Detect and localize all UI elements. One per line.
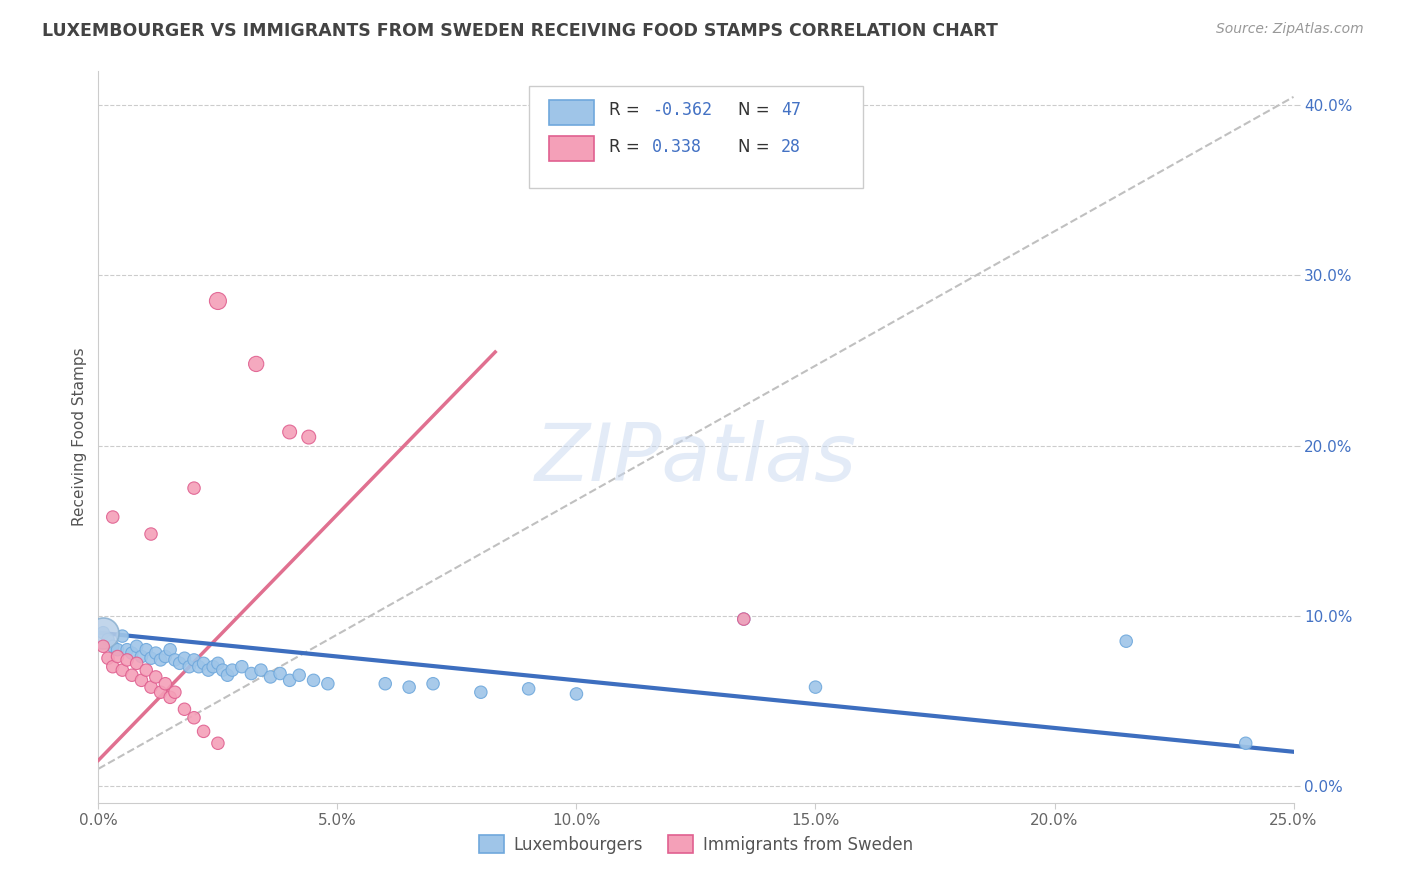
Point: [269, 666, 291, 681]
Point: [183, 481, 205, 495]
Point: [111, 629, 134, 643]
Point: [733, 612, 755, 626]
Point: [115, 653, 138, 667]
Point: [101, 659, 124, 673]
Point: [1115, 634, 1137, 648]
Point: [202, 659, 225, 673]
Point: [278, 673, 301, 688]
FancyBboxPatch shape: [529, 86, 863, 188]
FancyBboxPatch shape: [548, 136, 595, 161]
Point: [155, 677, 177, 691]
Point: [149, 653, 172, 667]
Point: [259, 670, 281, 684]
Point: [298, 430, 321, 444]
Point: [91, 625, 114, 640]
Text: 0.338: 0.338: [652, 137, 702, 156]
Point: [231, 659, 253, 673]
Point: [115, 642, 138, 657]
Point: [173, 651, 195, 665]
Point: [145, 670, 167, 684]
Point: [121, 646, 143, 660]
Point: [169, 657, 191, 671]
Point: [159, 690, 181, 705]
Text: 47: 47: [780, 101, 801, 120]
Point: [145, 646, 167, 660]
Point: [139, 651, 162, 665]
Text: N =: N =: [738, 137, 775, 156]
Point: [155, 649, 177, 664]
Point: [159, 642, 181, 657]
Point: [121, 668, 143, 682]
Legend: Luxembourgers, Immigrants from Sweden: Luxembourgers, Immigrants from Sweden: [472, 829, 920, 860]
Point: [316, 677, 339, 691]
Point: [163, 653, 186, 667]
Text: Source: ZipAtlas.com: Source: ZipAtlas.com: [1216, 22, 1364, 37]
Point: [221, 663, 243, 677]
Point: [187, 659, 209, 673]
Text: LUXEMBOURGER VS IMMIGRANTS FROM SWEDEN RECEIVING FOOD STAMPS CORRELATION CHART: LUXEMBOURGER VS IMMIGRANTS FROM SWEDEN R…: [42, 22, 998, 40]
Point: [91, 625, 114, 640]
Point: [125, 640, 148, 654]
Point: [302, 673, 325, 688]
Point: [245, 357, 267, 371]
Text: R =: R =: [609, 137, 650, 156]
Point: [173, 702, 195, 716]
Point: [139, 680, 162, 694]
Text: -0.362: -0.362: [652, 101, 711, 120]
Point: [111, 663, 134, 677]
Point: [207, 293, 229, 308]
Text: 28: 28: [780, 137, 801, 156]
Point: [565, 687, 588, 701]
Point: [107, 642, 129, 657]
Point: [179, 659, 201, 673]
Point: [250, 663, 273, 677]
Point: [91, 640, 114, 654]
Point: [211, 663, 233, 677]
Point: [517, 681, 540, 696]
Point: [197, 663, 219, 677]
Point: [207, 736, 229, 750]
Text: ZIPatlas: ZIPatlas: [534, 420, 858, 498]
Point: [193, 657, 215, 671]
Text: R =: R =: [609, 101, 645, 120]
Point: [135, 642, 157, 657]
Point: [804, 680, 827, 694]
Point: [97, 651, 120, 665]
Point: [131, 649, 153, 664]
Point: [135, 663, 157, 677]
Point: [1234, 736, 1257, 750]
Point: [97, 632, 120, 647]
Y-axis label: Receiving Food Stamps: Receiving Food Stamps: [72, 348, 87, 526]
Point: [125, 657, 148, 671]
Point: [101, 510, 124, 524]
Point: [374, 677, 396, 691]
Point: [163, 685, 186, 699]
Point: [131, 673, 153, 688]
FancyBboxPatch shape: [548, 100, 595, 125]
Point: [139, 527, 162, 541]
Point: [207, 657, 229, 671]
Point: [733, 612, 755, 626]
Point: [470, 685, 492, 699]
Point: [183, 711, 205, 725]
Point: [422, 677, 444, 691]
Point: [183, 653, 205, 667]
Point: [217, 668, 239, 682]
Point: [278, 425, 301, 439]
Point: [288, 668, 311, 682]
Point: [149, 685, 172, 699]
Point: [101, 640, 124, 654]
Point: [398, 680, 420, 694]
Point: [193, 724, 215, 739]
Text: N =: N =: [738, 101, 775, 120]
Point: [240, 666, 263, 681]
Point: [107, 649, 129, 664]
